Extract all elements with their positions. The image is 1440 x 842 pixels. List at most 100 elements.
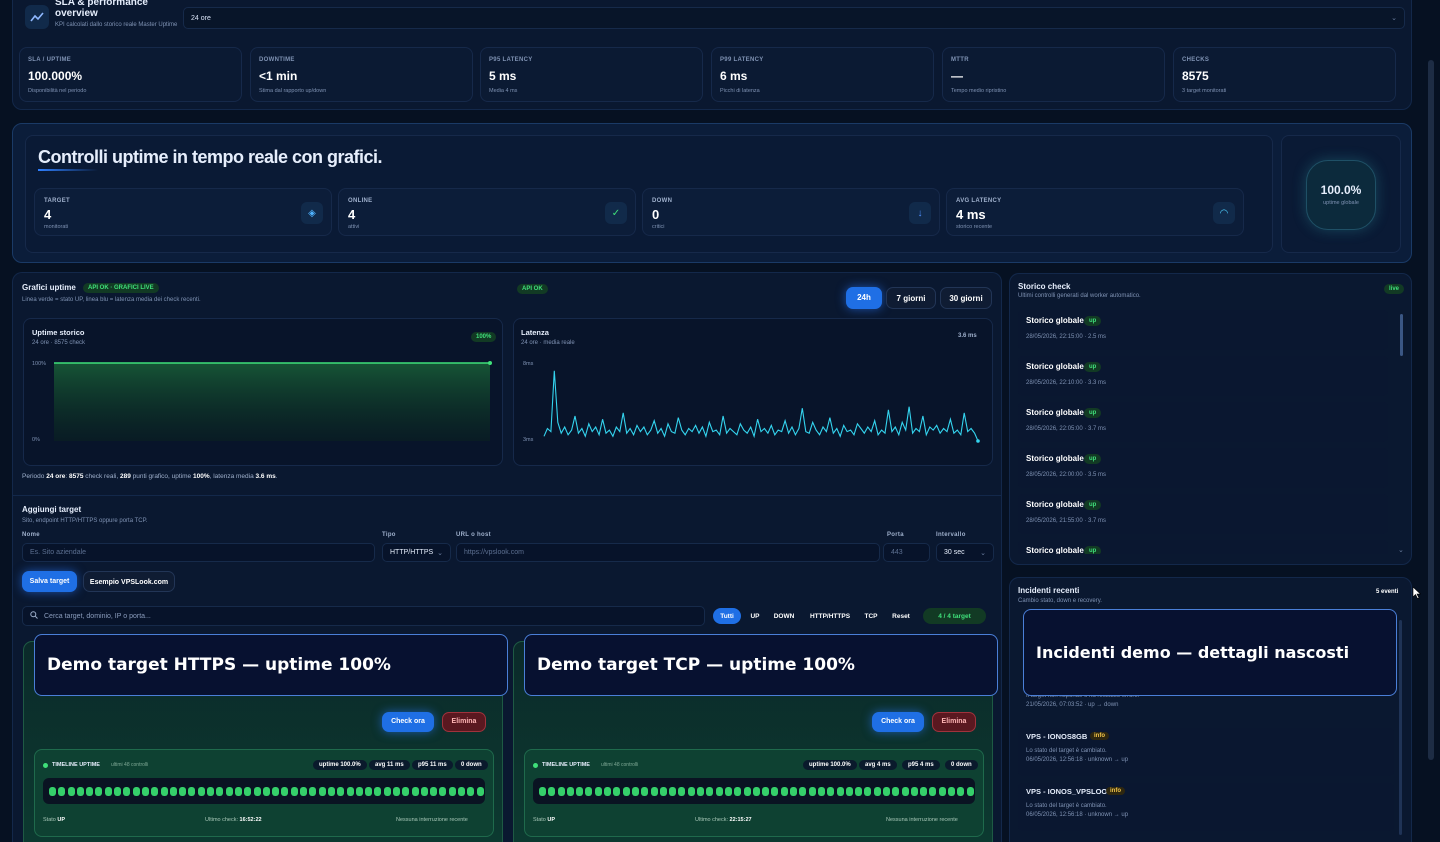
timeline-check-up[interactable] (948, 786, 956, 796)
port-input[interactable]: 443 (883, 543, 930, 562)
timeline-check-up[interactable] (374, 786, 382, 796)
timeline-check-up[interactable] (420, 786, 428, 796)
timeline-check-up[interactable] (864, 786, 872, 796)
timeline-check-up[interactable] (67, 786, 75, 796)
timeline-check-up[interactable] (920, 786, 928, 796)
timeline-check-up[interactable] (95, 786, 103, 796)
timeline-check-up[interactable] (458, 786, 466, 796)
timeline-check-up[interactable] (678, 786, 686, 796)
save-target-button[interactable]: Salva target (22, 571, 77, 592)
timeline-check-up[interactable] (49, 786, 56, 796)
timeline-check-up[interactable] (207, 786, 215, 796)
timeline-check-up[interactable] (318, 786, 326, 796)
timeline-check-up[interactable] (430, 786, 438, 796)
timeline-check-up[interactable] (114, 786, 122, 796)
timeline-check-up[interactable] (309, 786, 317, 796)
timeline-check-up[interactable] (715, 786, 723, 796)
timeline-check-up[interactable] (604, 786, 612, 796)
incident-item[interactable]: VPS - IONOS8GB info Lo stato del target è … (1018, 728, 1394, 776)
timeline-check-up[interactable] (650, 786, 658, 796)
timeline-check-up[interactable] (448, 786, 456, 796)
timeline-check-up[interactable] (855, 786, 863, 796)
timeline-check-up[interactable] (576, 786, 584, 796)
timeline-check-up[interactable] (622, 786, 630, 796)
timeline-check-up[interactable] (613, 786, 621, 796)
timeline-check-up[interactable] (910, 786, 918, 796)
timeline-check-up[interactable] (234, 786, 242, 796)
timeline-check-up[interactable] (383, 786, 391, 796)
timeline-check-up[interactable] (392, 786, 400, 796)
timeline-check-up[interactable] (327, 786, 335, 796)
interval-select[interactable]: 30 sec ⌄ (936, 543, 994, 562)
timeline-check-up[interactable] (262, 786, 270, 796)
timeline-check-up[interactable] (631, 786, 639, 796)
timeline-check-up[interactable] (281, 786, 289, 796)
history-list[interactable]: Storico globale up 28/05/2026, 22:15:00 · … (1010, 310, 1402, 554)
timeline-check-up[interactable] (780, 786, 788, 796)
timeline-check-up[interactable] (86, 786, 94, 796)
timeline-check-up[interactable] (355, 786, 363, 796)
timeline-check-up[interactable] (476, 786, 484, 796)
timeline-check-up[interactable] (179, 786, 187, 796)
timeline-check-up[interactable] (957, 786, 965, 796)
timeline-check-up[interactable] (225, 786, 233, 796)
timeline-check-up[interactable] (467, 786, 475, 796)
timeline-check-up[interactable] (244, 786, 252, 796)
range-7d-button[interactable]: 7 giorni (886, 287, 936, 309)
filter-reset[interactable]: Reset (892, 612, 910, 620)
timeline-check-up[interactable] (762, 786, 770, 796)
filter-all[interactable]: Tutti (713, 608, 741, 624)
timeline-check-up[interactable] (743, 786, 751, 796)
timeline-check-up[interactable] (827, 786, 835, 796)
check-now-button[interactable]: Check ora (382, 712, 434, 732)
filter-http[interactable]: HTTP/HTTPS (809, 612, 851, 620)
timeline-check-up[interactable] (687, 786, 695, 796)
timeline-check-up[interactable] (752, 786, 760, 796)
timeline-check-up[interactable] (808, 786, 816, 796)
timeline-check-up[interactable] (411, 786, 419, 796)
timeline-check-up[interactable] (337, 786, 345, 796)
timeline-check-up[interactable] (160, 786, 168, 796)
search-input[interactable]: Cerca target, dominio, IP o porta... (22, 606, 705, 626)
timeline-check-up[interactable] (641, 786, 649, 796)
timeline-check-up[interactable] (439, 786, 447, 796)
timeline-check-up[interactable] (929, 786, 937, 796)
timeline-check-up[interactable] (938, 786, 946, 796)
timeline-check-up[interactable] (790, 786, 798, 796)
timeline-check-up[interactable] (188, 786, 196, 796)
timeline-check-up[interactable] (290, 786, 298, 796)
timeline-check-up[interactable] (104, 786, 112, 796)
timeline-check-up[interactable] (724, 786, 732, 796)
timeline-check-up[interactable] (966, 786, 974, 796)
incident-item[interactable]: VPS - IONOS_VPSLOOK info Lo stato del targ… (1018, 783, 1394, 831)
timeline-check-up[interactable] (300, 786, 308, 796)
timeline-check-up[interactable] (58, 786, 66, 796)
timeline-check-up[interactable] (585, 786, 593, 796)
timeline-check-up[interactable] (873, 786, 881, 796)
filter-tcp[interactable]: TCP (864, 612, 878, 620)
timeline-check-up[interactable] (141, 786, 149, 796)
timeline-check-up[interactable] (882, 786, 890, 796)
timeline-check-up[interactable] (669, 786, 677, 796)
timeline-check-up[interactable] (659, 786, 667, 796)
page-scrollbar[interactable] (1428, 60, 1434, 760)
timeline-check-up[interactable] (892, 786, 900, 796)
timeline-check-up[interactable] (76, 786, 84, 796)
check-now-button[interactable]: Check ora (872, 712, 924, 732)
timeline-check-up[interactable] (253, 786, 261, 796)
history-item[interactable]: Storico globale up 28/05/2026, 22:05:00 · … (1018, 402, 1388, 442)
range-24h-button[interactable]: 24h (846, 287, 882, 309)
timeline-check-up[interactable] (557, 786, 565, 796)
timeline-check-up[interactable] (169, 786, 177, 796)
history-item[interactable]: Storico globale up (1018, 540, 1388, 554)
timeline-check-up[interactable] (197, 786, 205, 796)
timeline-check-up[interactable] (402, 786, 410, 796)
delete-button[interactable]: Elimina (442, 712, 486, 732)
history-item[interactable]: Storico globale up 28/05/2026, 22:00:00 · … (1018, 448, 1388, 488)
timeline-check-up[interactable] (151, 786, 159, 796)
type-select[interactable]: HTTP/HTTPS ⌄ (382, 543, 451, 562)
url-input[interactable]: https://vpslook.com (456, 543, 880, 562)
delete-button[interactable]: Elimina (932, 712, 976, 732)
timeline-check-up[interactable] (594, 786, 602, 796)
timeline-check-up[interactable] (734, 786, 742, 796)
